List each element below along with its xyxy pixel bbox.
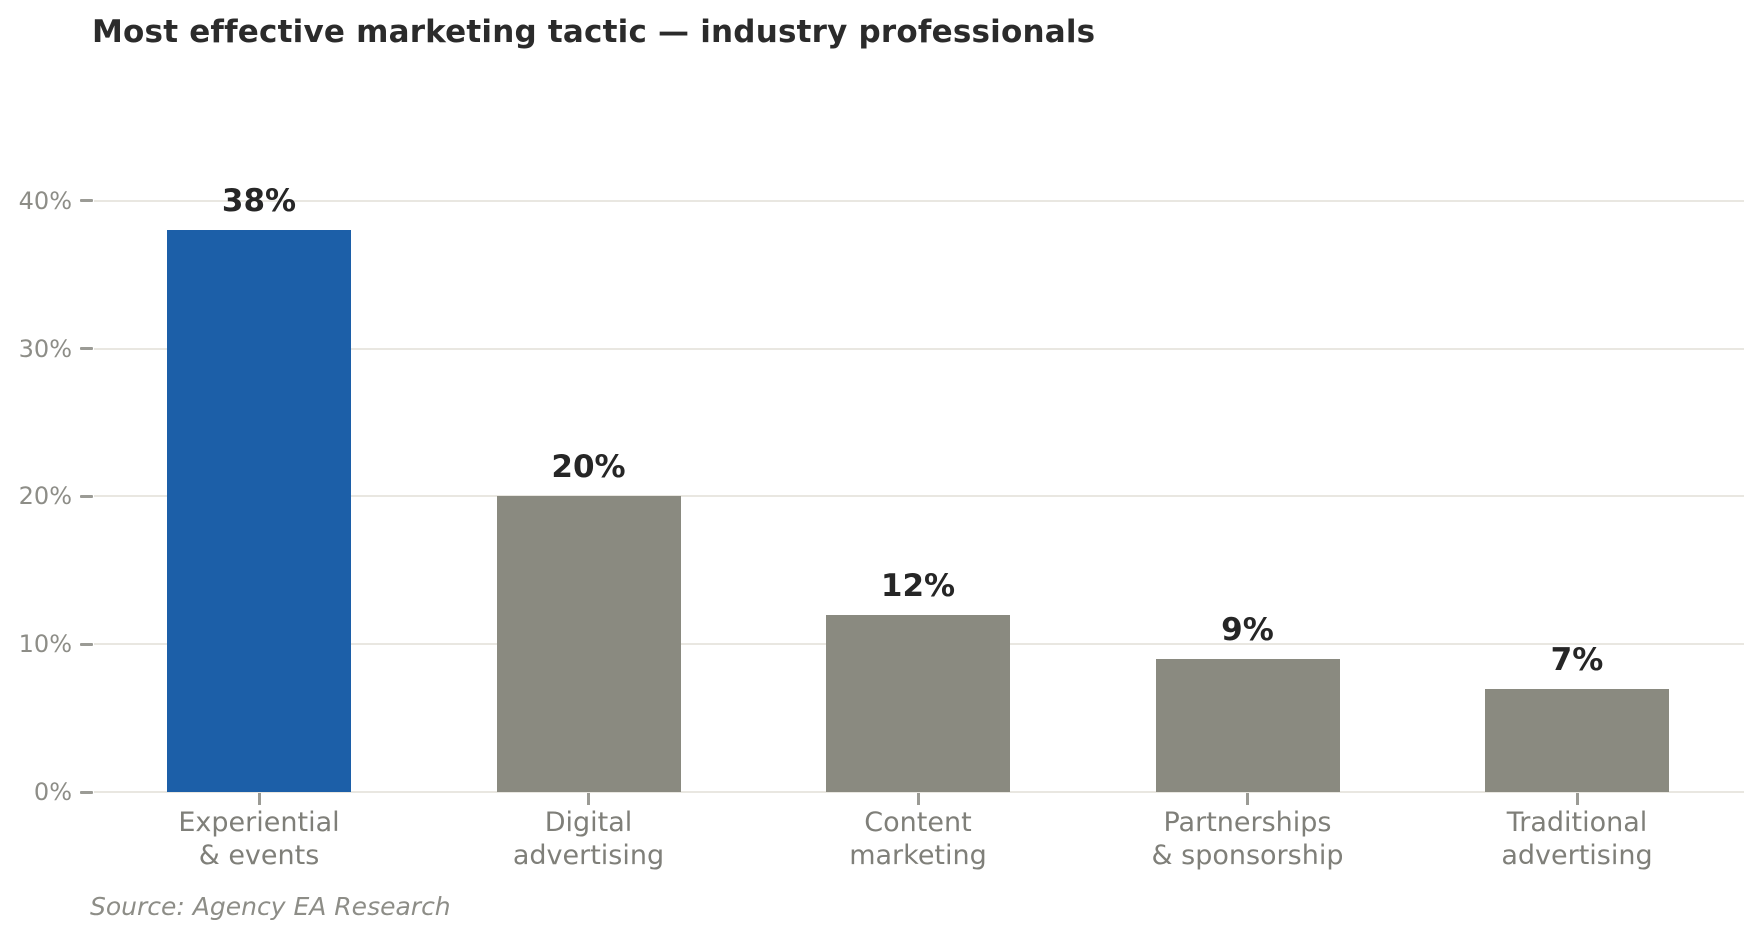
bar-value-label: 20% [551, 449, 626, 486]
bar [1485, 688, 1669, 792]
chart-title: Most effective marketing tactic — indust… [92, 14, 1096, 50]
y-tick-label: 40% [18, 186, 72, 215]
y-tick-dash [80, 347, 93, 351]
gridline [94, 791, 1744, 793]
gridline [94, 495, 1744, 498]
bar-value-label: 7% [1550, 641, 1604, 678]
y-tick-dash [80, 790, 93, 794]
bar [826, 614, 1010, 792]
gridline [94, 347, 1744, 350]
bar-value-label: 12% [880, 567, 956, 604]
x-category-label: Partnerships & sponsorship [1151, 807, 1344, 871]
y-tick-label: 20% [18, 482, 72, 511]
x-tick-mark [257, 793, 261, 805]
gridline [94, 199, 1744, 202]
y-tick-label: 0% [33, 778, 72, 806]
x-category-label: Digital advertising [512, 807, 665, 871]
bar-value-label: 38% [221, 183, 297, 220]
x-tick-mark [587, 793, 590, 805]
bar [496, 496, 681, 792]
y-tick-dash [80, 199, 93, 203]
x-tick-mark [1246, 793, 1249, 805]
bar-value-label: 9% [1221, 611, 1274, 648]
x-category-label: Content marketing [849, 807, 987, 871]
bar [167, 230, 351, 792]
x-category-label: Traditional advertising [1501, 807, 1653, 871]
y-tick-dash [80, 494, 93, 498]
y-tick-label: 30% [18, 334, 72, 363]
y-tick-dash [80, 642, 93, 646]
x-category-label: Experiential & events [178, 807, 340, 871]
source-note: Source: Agency EA Research [90, 892, 451, 921]
bar [1155, 658, 1340, 792]
x-tick-mark [916, 793, 920, 805]
y-tick-label: 10% [18, 630, 72, 659]
x-tick-mark [1575, 793, 1579, 805]
